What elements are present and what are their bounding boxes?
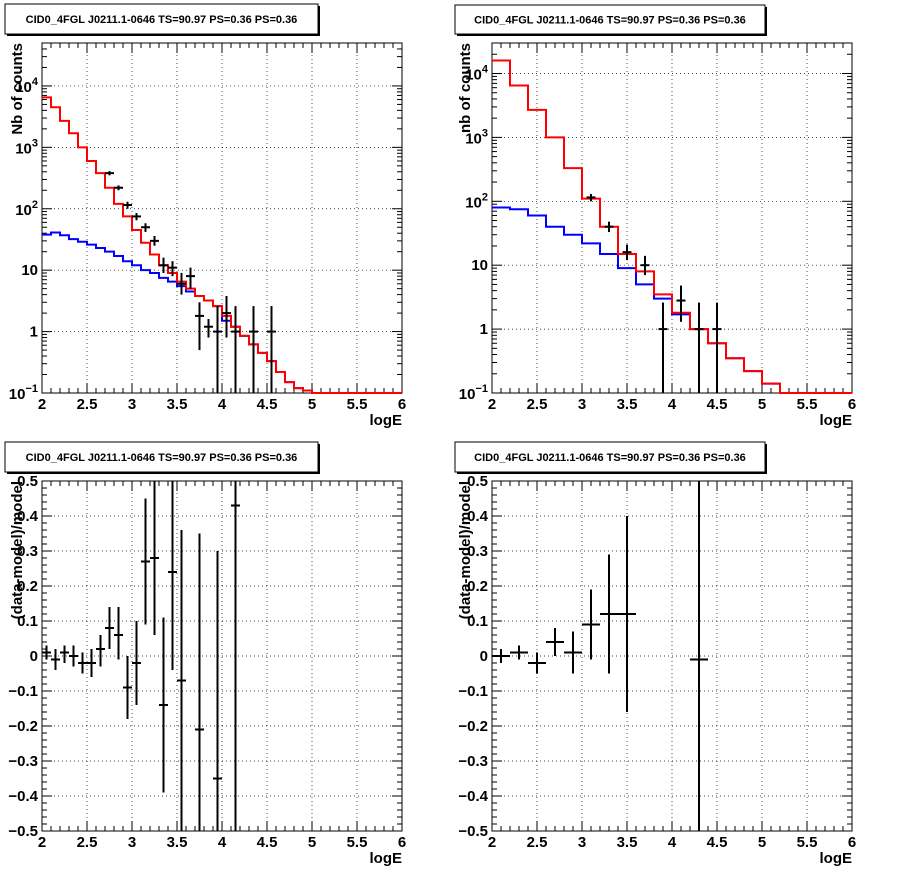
chart-title: CID0_4FGL J0211.1-0646 TS=90.97 PS=0.36 … xyxy=(26,452,298,464)
x-tick-label: 3.5 xyxy=(167,396,188,413)
y-axis-label: Nb of counts xyxy=(9,43,26,135)
y-tick-label: −0.3 xyxy=(458,753,488,770)
x-tick-label: 3.5 xyxy=(617,834,638,851)
x-axis-label: logE xyxy=(820,850,853,867)
y-tick-label: −0.2 xyxy=(8,718,38,735)
y-tick-label-base: 10 xyxy=(15,140,32,157)
y-tick-label: 10−1 xyxy=(459,383,488,403)
x-tick-label: 5.5 xyxy=(797,396,818,413)
panel-bottom-right-residuals: 2 2.5 3 3.5 4 4.5 5 5.5 6 −0.5 −0.4 −0.3 −0.2 −0.1 0 0.… xyxy=(455,442,856,867)
y-tick-label-exponent: −1 xyxy=(475,383,488,395)
x-tick-label: 5 xyxy=(308,834,316,851)
y-tick-label-exponent: −1 xyxy=(25,383,38,395)
panel-top-left-counts: 2 2.5 3 3.5 4 4.5 5 5.5 610−1110102103104CID0_4F… xyxy=(5,4,406,429)
x-tick-label: 4.5 xyxy=(707,396,728,413)
x-tick-label: 6 xyxy=(848,396,856,413)
x-tick-label: 6 xyxy=(848,834,856,851)
x-tick-label: 2.5 xyxy=(527,396,548,413)
y-axis-label: nb of counts xyxy=(457,43,474,133)
x-tick-label: 4 xyxy=(218,834,227,851)
x-tick-label: 2 xyxy=(488,396,496,413)
y-tick-label: 10−1 xyxy=(9,383,38,403)
y-tick-label-exponent: 4 xyxy=(482,63,489,75)
y-tick-label: −0.1 xyxy=(458,683,488,700)
x-axis-label: logE xyxy=(820,412,853,429)
y-tick-label: −0.2 xyxy=(458,718,488,735)
y-tick-label-base: 10 xyxy=(465,194,482,211)
x-tick-label: 4 xyxy=(668,396,677,413)
y-tick-label: −0.1 xyxy=(8,683,38,700)
y-axis-label: (data-model)/model xyxy=(457,481,474,619)
y-tick-label: 102 xyxy=(15,199,38,219)
y-tick-label: 10 xyxy=(21,262,38,279)
x-tick-label: 4.5 xyxy=(257,834,278,851)
x-tick-label: 5 xyxy=(308,396,316,413)
x-tick-label: 5 xyxy=(758,834,766,851)
y-tick-label: 1 xyxy=(30,324,38,341)
x-tick-label: 4 xyxy=(668,834,677,851)
x-tick-label: 2 xyxy=(488,834,496,851)
y-tick-label-base: 10 xyxy=(15,202,32,219)
x-tick-label: 5.5 xyxy=(797,834,818,851)
x-tick-label: 3 xyxy=(128,396,136,413)
y-tick-label-exponent: 3 xyxy=(32,137,38,149)
panel-bottom-left-residuals: 2 2.5 3 3.5 4 4.5 5 5.5 6−0.5−0.4−0.3−0.2−0.100.… xyxy=(5,442,406,867)
y-tick-label-base: 10 xyxy=(459,386,476,403)
x-tick-label: 6 xyxy=(398,834,406,851)
x-tick-label: 3 xyxy=(578,396,586,413)
y-tick-label: −0.5 xyxy=(458,823,488,840)
chart-title: CID0_4FGL J0211.1-0646 TS=90.97 PS=0.36 … xyxy=(26,14,298,26)
y-tick-label-base: 10 xyxy=(9,386,26,403)
x-tick-label: 3 xyxy=(578,834,586,851)
y-tick-label: −0.4 xyxy=(458,788,488,805)
x-tick-label: 2.5 xyxy=(77,834,98,851)
x-tick-label: 5.5 xyxy=(347,834,368,851)
x-tick-label: 3.5 xyxy=(617,396,638,413)
y-tick-label: −0.4 xyxy=(8,788,38,805)
y-tick-label: 0 xyxy=(30,648,38,665)
chart-title: CID0_4FGL J0211.1-0646 TS=90.97 PS=0.36 … xyxy=(474,15,746,27)
x-tick-label: 5.5 xyxy=(347,396,368,413)
x-tick-label: 4 xyxy=(218,396,227,413)
x-axis-label: logE xyxy=(370,412,403,429)
y-tick-label-exponent: 2 xyxy=(32,199,38,211)
x-tick-label: 2.5 xyxy=(527,834,548,851)
y-tick-label: 1 xyxy=(480,321,488,338)
y-tick-label: −0.3 xyxy=(8,753,38,770)
x-tick-label: 2 xyxy=(38,834,46,851)
y-tick-label-exponent: 4 xyxy=(32,76,39,88)
y-tick-label-exponent: 3 xyxy=(482,127,488,139)
x-tick-label: 2.5 xyxy=(77,396,98,413)
chart-title: CID0_4FGL J0211.1-0646 TS=90.97 PS=0.36 … xyxy=(474,452,746,464)
x-tick-label: 6 xyxy=(398,396,406,413)
y-axis-label: (data-model)/model xyxy=(9,481,26,619)
figure-canvas: 2 2.5 3 3.5 4 4.5 5 5.5 610−1110102103104CID0_4F… xyxy=(0,0,898,875)
y-tick-label: 102 xyxy=(465,191,488,211)
y-tick-label: 10 xyxy=(471,257,488,274)
y-tick-label: −0.5 xyxy=(8,823,38,840)
y-tick-label-exponent: 2 xyxy=(482,191,488,203)
x-tick-label: 3 xyxy=(128,834,136,851)
x-tick-label: 4.5 xyxy=(707,834,728,851)
y-tick-label: 103 xyxy=(15,137,38,157)
x-tick-label: 2 xyxy=(38,396,46,413)
x-tick-label: 3.5 xyxy=(167,834,188,851)
x-axis-label: logE xyxy=(370,850,403,867)
panel-top-right-counts: 2 2.5 3 3.5 4 4.5 5 5.5 610−1110102103104CID0_4F… xyxy=(455,5,856,429)
y-tick-label: 0 xyxy=(480,648,488,665)
x-tick-label: 4.5 xyxy=(257,396,278,413)
x-tick-label: 5 xyxy=(758,396,766,413)
